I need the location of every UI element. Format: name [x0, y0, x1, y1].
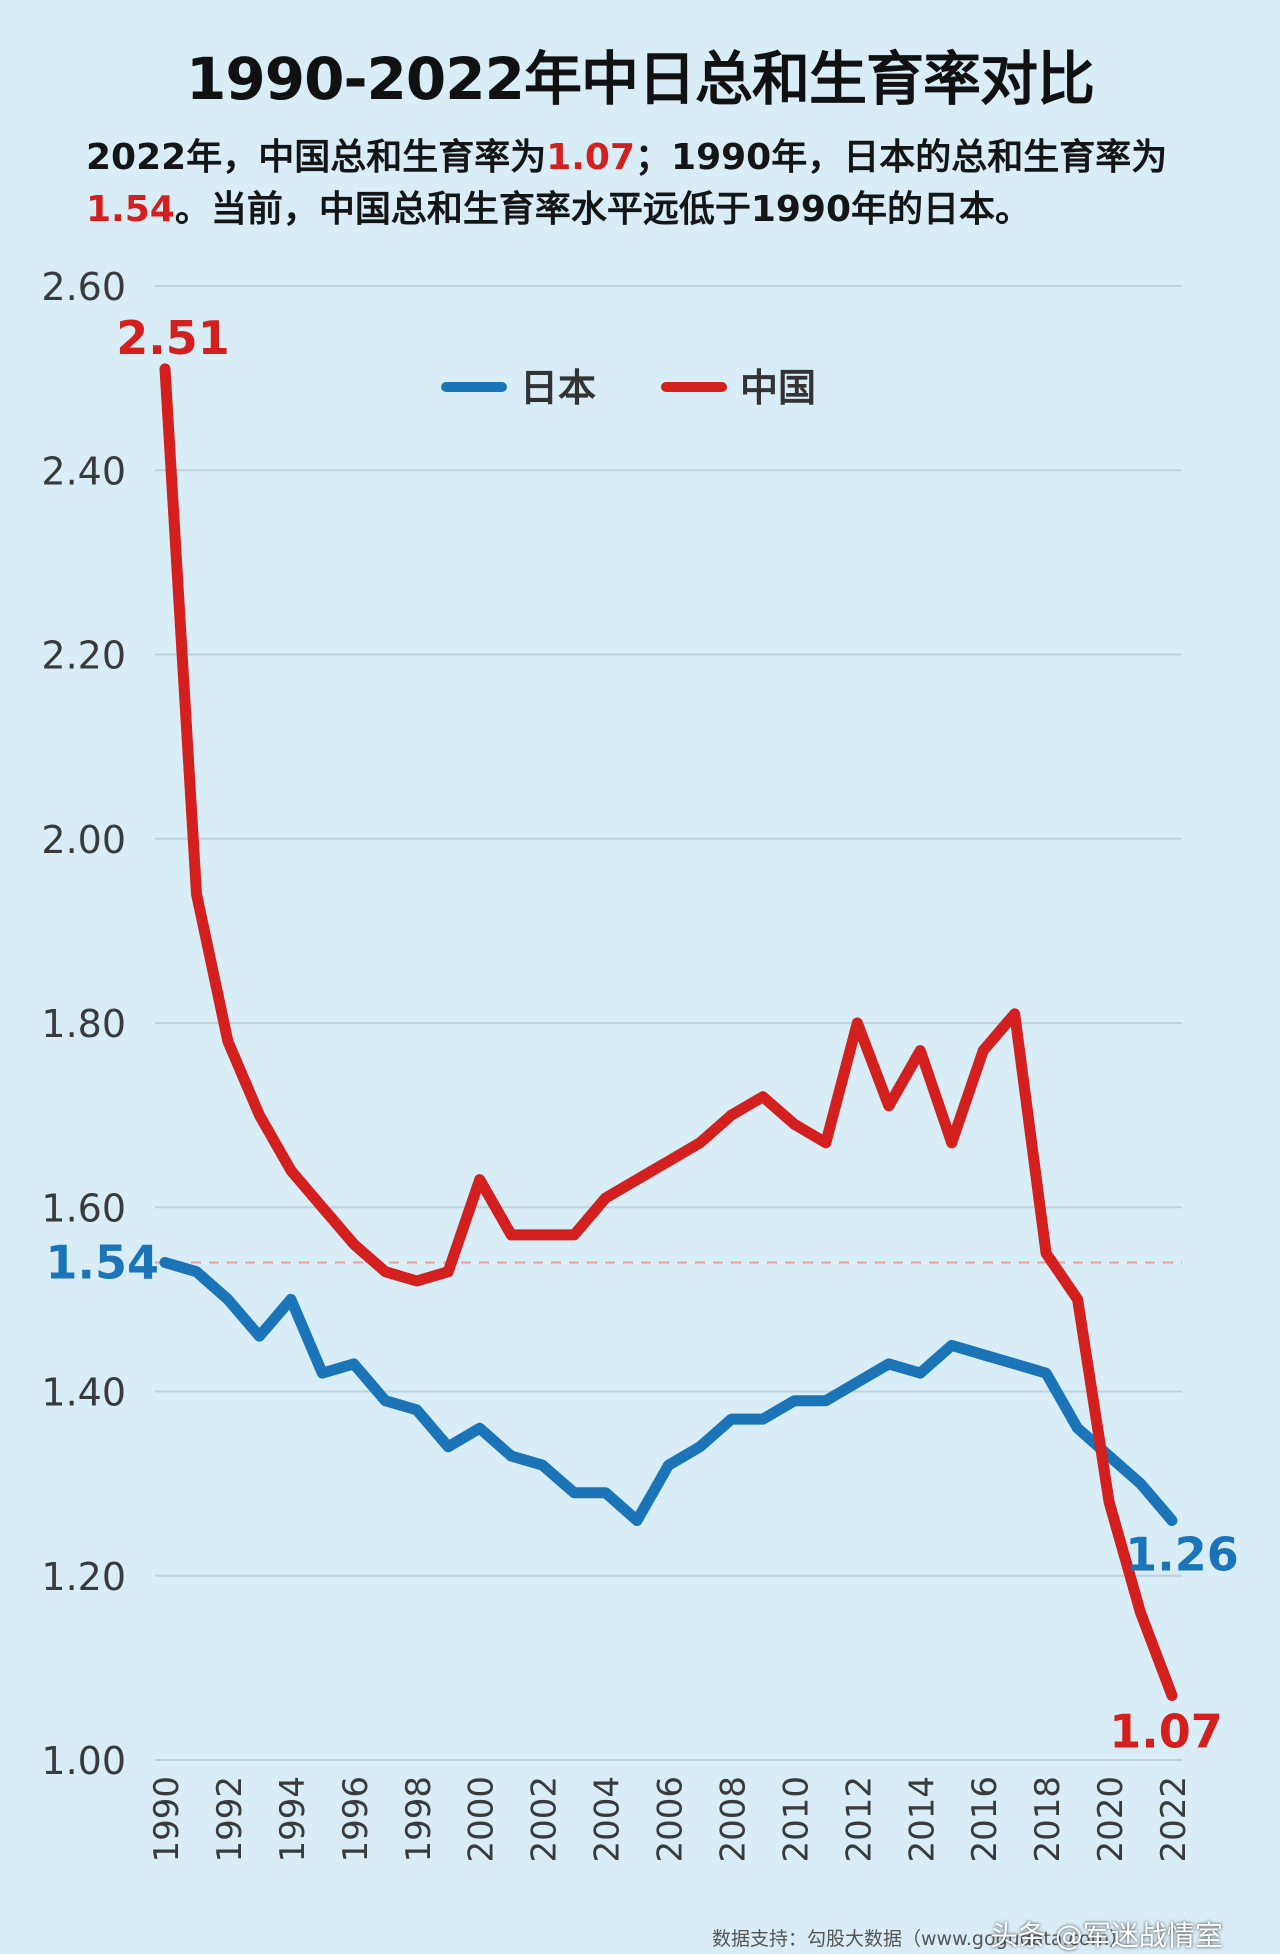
- y-tick-label: 2.60: [41, 265, 126, 309]
- subtitle-highlight-japan: 1.54: [86, 189, 175, 230]
- chart-legend: 日本 中国: [441, 366, 816, 410]
- chart-gridlines: [155, 285, 1182, 1761]
- x-axis-tick-labels: 1990 1992 1994 1996 1998 2000 2002 2004 2006 2008…: [147, 1776, 1194, 1863]
- y-tick-label: 2.40: [41, 449, 126, 493]
- chart-data-labels: 2.51 1.54 1.26 1.07: [46, 311, 1239, 1759]
- y-tick-label: 2.20: [41, 634, 126, 678]
- series-line-japan: [159, 1257, 1178, 1526]
- x-tick-label: 2010: [776, 1776, 816, 1863]
- x-tick-label: 2002: [525, 1776, 565, 1863]
- chart-series-lines: [159, 363, 1178, 1701]
- subtitle-text-2: ；1990年，日本的总和生育率为: [635, 137, 1168, 178]
- x-tick-label: 2004: [588, 1776, 628, 1863]
- y-axis-tick-labels: 1.00 1.20 1.40 1.60 1.80 2.00 2.20 2.40 2.60: [41, 265, 126, 1783]
- x-tick-label: 1990: [147, 1776, 187, 1863]
- legend-label: 中国: [740, 366, 816, 410]
- x-tick-label: 2008: [713, 1776, 753, 1863]
- y-tick-label: 2.00: [41, 818, 126, 862]
- y-tick-label: 1.00: [41, 1739, 126, 1783]
- subtitle-text-1: 2022年，中国总和生育率为: [86, 137, 547, 178]
- y-tick-label: 1.80: [41, 1002, 126, 1046]
- x-tick-label: 1996: [336, 1776, 376, 1863]
- x-tick-label: 1998: [399, 1776, 439, 1863]
- x-tick-label: 1994: [273, 1776, 313, 1863]
- watermark-credit: 头条 @军迷战情室: [990, 1919, 1223, 1952]
- data-label: 1.54: [46, 1236, 160, 1290]
- x-tick-label: 2006: [651, 1776, 691, 1863]
- x-tick-label: 2022: [1154, 1776, 1194, 1863]
- chart-title: 1990-2022年中日总和生育率对比: [186, 45, 1095, 113]
- series-line-china: [159, 363, 1178, 1701]
- x-tick-label: 2012: [839, 1776, 879, 1863]
- legend-label: 日本: [520, 366, 596, 410]
- x-tick-label: 2018: [1028, 1776, 1068, 1863]
- x-tick-label: 2016: [965, 1776, 1005, 1863]
- x-tick-label: 1992: [210, 1776, 250, 1863]
- x-tick-label: 2000: [462, 1776, 502, 1863]
- data-label: 1.07: [1109, 1705, 1223, 1759]
- chart-subtitle: 2022年，中国总和生育率为1.07；1990年，日本的总和生育率为 1.54。当…: [86, 132, 1236, 236]
- x-tick-label: 2014: [902, 1776, 942, 1863]
- subtitle-text-3: 。当前，中国总和生育率水平远低于1990年的日本。: [174, 189, 1032, 230]
- y-tick-label: 1.60: [41, 1186, 126, 1230]
- x-tick-label: 2020: [1091, 1776, 1131, 1863]
- data-label: 1.26: [1125, 1527, 1239, 1581]
- y-tick-label: 1.40: [41, 1371, 126, 1415]
- data-label: 2.51: [116, 311, 230, 365]
- y-tick-label: 1.20: [41, 1555, 126, 1599]
- subtitle-highlight-china: 1.07: [546, 137, 636, 178]
